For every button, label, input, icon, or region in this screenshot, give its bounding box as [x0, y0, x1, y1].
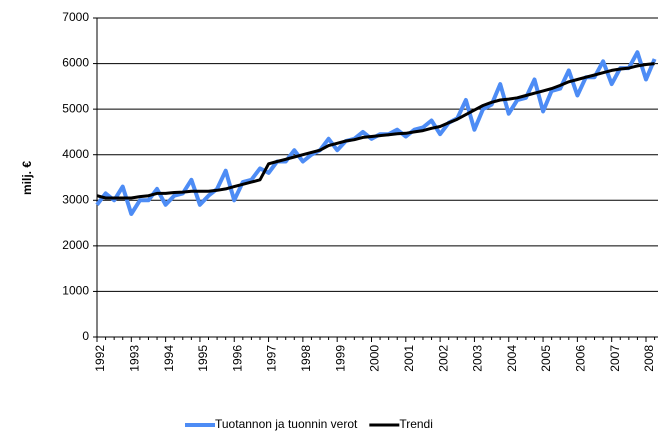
x-tick-label: 1995	[196, 345, 210, 372]
x-tick-label: 1992	[93, 345, 107, 372]
x-tick-label: 2006	[574, 345, 588, 372]
y-axis-label: milj. €	[20, 161, 34, 195]
x-tick-label: 2000	[368, 345, 382, 372]
y-tick-label: 6000	[62, 56, 89, 70]
x-tick-label: 2002	[436, 345, 450, 372]
x-tick-label: 2008	[642, 345, 656, 372]
x-tick-label: 2004	[505, 345, 519, 372]
y-tick-label: 3000	[62, 192, 89, 206]
x-tick-label: 2001	[402, 345, 416, 372]
y-tick-label: 2000	[62, 238, 89, 252]
series-line	[96, 62, 655, 200]
legend-label: Tuotannon ja tuonnin verot	[215, 417, 358, 431]
y-tick-label: 4000	[62, 147, 89, 161]
x-tick-label: 2007	[608, 345, 622, 372]
x-tick-label: 2005	[539, 345, 553, 372]
y-tick-label: 5000	[62, 101, 89, 115]
series-line	[95, 50, 657, 216]
x-tick-label: 1997	[265, 345, 279, 372]
x-tick-label: 2003	[471, 345, 485, 372]
x-tick-label: 1996	[230, 345, 244, 372]
x-tick-label: 1994	[162, 345, 176, 372]
y-tick-label: 0	[82, 329, 89, 343]
x-tick-label: 1998	[299, 345, 313, 372]
legend-label: Trendi	[399, 417, 433, 431]
x-tick-label: 1999	[333, 345, 347, 372]
y-tick-label: 1000	[62, 284, 89, 298]
y-tick-label: 7000	[62, 10, 89, 24]
x-tick-label: 1993	[127, 345, 141, 372]
